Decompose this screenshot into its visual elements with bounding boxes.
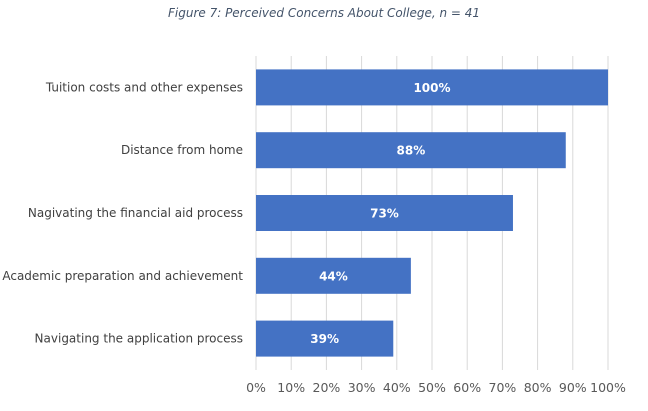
x-tick-label: 80% [524, 380, 552, 395]
category-label: Academic preparation and achievement [2, 269, 243, 283]
data-label: 44% [319, 269, 348, 283]
x-tick-label: 10% [277, 380, 305, 395]
bar [256, 320, 394, 357]
data-label: 88% [397, 144, 426, 158]
bar [256, 195, 513, 231]
bar [256, 132, 566, 169]
x-tick-label: 0% [246, 380, 266, 395]
category-label: Nagivating the financial aid process [28, 206, 243, 220]
x-tick-label: 70% [489, 380, 517, 395]
x-tick-label: 40% [383, 380, 411, 395]
category-label: Distance from home [121, 143, 243, 157]
bar [256, 257, 411, 294]
x-tick-label: 100% [590, 380, 626, 395]
x-tick-label: 90% [559, 380, 587, 395]
category-label: Tuition costs and other expenses [45, 80, 243, 94]
x-tick-label: 50% [418, 380, 446, 395]
chart-title: Figure 7: Perceived Concerns About Colle… [167, 6, 481, 20]
x-tick-label: 60% [453, 380, 481, 395]
x-tick-label: 30% [348, 380, 376, 395]
data-label: 100% [413, 81, 450, 95]
x-tick-label: 20% [313, 380, 341, 395]
category-label: Navigating the application process [35, 332, 243, 346]
data-label: 39% [310, 332, 339, 346]
data-label: 73% [370, 207, 399, 221]
bar [256, 69, 608, 106]
